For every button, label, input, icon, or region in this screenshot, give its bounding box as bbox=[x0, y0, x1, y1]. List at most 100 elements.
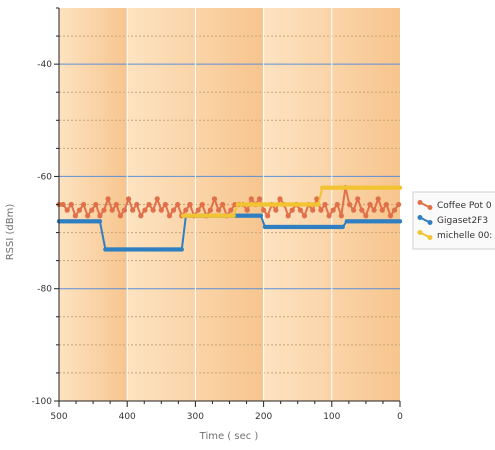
legend-icon-dot bbox=[427, 220, 433, 225]
data-point bbox=[322, 201, 328, 208]
x-axis-title: Time ( sec ) bbox=[199, 431, 259, 442]
data-point bbox=[261, 207, 267, 213]
data-point bbox=[334, 201, 340, 208]
data-point bbox=[195, 207, 201, 213]
data-point bbox=[273, 207, 279, 213]
y-tick-label: -40 bbox=[37, 60, 52, 70]
data-point bbox=[183, 207, 189, 213]
legend-icon-dot bbox=[417, 230, 423, 235]
x-tick-label: 300 bbox=[187, 412, 204, 422]
legend-trend-icon bbox=[417, 215, 433, 225]
data-point bbox=[146, 201, 152, 208]
y-axis-title: RSSI (dBm) bbox=[5, 204, 16, 261]
data-point bbox=[142, 207, 148, 213]
data-point bbox=[315, 202, 321, 207]
data-point bbox=[85, 213, 91, 219]
legend-label: michelle 00: bbox=[437, 231, 492, 241]
data-point bbox=[113, 201, 119, 208]
x-tick-label: 100 bbox=[323, 412, 340, 422]
data-point bbox=[80, 201, 87, 208]
legend-icon-dot bbox=[417, 215, 423, 220]
data-point bbox=[391, 207, 398, 213]
data-point bbox=[72, 213, 78, 219]
data-point bbox=[228, 207, 234, 213]
data-point bbox=[89, 207, 95, 213]
data-point bbox=[310, 207, 316, 213]
data-point bbox=[134, 201, 140, 208]
data-point bbox=[220, 201, 226, 208]
data-point bbox=[396, 201, 402, 208]
data-point bbox=[64, 207, 70, 213]
data-point bbox=[297, 207, 304, 213]
data-point bbox=[211, 196, 218, 202]
data-point bbox=[109, 207, 115, 213]
data-point bbox=[314, 196, 320, 202]
data-point bbox=[207, 207, 214, 213]
data-point bbox=[359, 207, 365, 213]
data-point bbox=[199, 201, 205, 208]
data-point bbox=[346, 201, 353, 208]
legend-icon-dot bbox=[417, 200, 423, 205]
data-point bbox=[244, 207, 250, 213]
data-point bbox=[158, 207, 164, 213]
x-tick-label: 0 bbox=[397, 412, 403, 422]
data-point bbox=[375, 196, 381, 202]
legend-label: Gigaset2F3 bbox=[437, 216, 488, 226]
data-point bbox=[301, 213, 308, 219]
data-point bbox=[387, 213, 394, 219]
data-point bbox=[383, 201, 389, 208]
data-point bbox=[215, 207, 222, 213]
data-point bbox=[93, 201, 99, 208]
legend-trend-icon bbox=[417, 200, 433, 210]
data-point bbox=[138, 213, 144, 219]
data-point bbox=[130, 207, 136, 213]
data-point bbox=[340, 224, 345, 230]
data-point bbox=[231, 213, 236, 218]
data-point bbox=[101, 207, 107, 213]
legend-icon-dot bbox=[427, 205, 433, 210]
data-point bbox=[351, 207, 357, 213]
axes: -40 -60 -80 -100 500 400 300 200 100 0 bbox=[32, 7, 403, 422]
data-point bbox=[363, 213, 369, 219]
legend-icon-dot bbox=[427, 235, 433, 240]
series-layer bbox=[56, 185, 403, 252]
data-point bbox=[355, 196, 361, 202]
data-point bbox=[289, 207, 295, 213]
data-point bbox=[121, 207, 128, 213]
legend-trend-icon bbox=[417, 230, 433, 240]
y-tick-label: -60 bbox=[37, 172, 52, 182]
data-point bbox=[379, 207, 385, 213]
y-tick-label: -100 bbox=[32, 397, 53, 407]
data-point bbox=[285, 213, 291, 219]
data-point bbox=[371, 207, 377, 213]
y-tick-label: -80 bbox=[37, 285, 52, 295]
data-point bbox=[367, 201, 373, 208]
data-point bbox=[248, 196, 254, 202]
data-point bbox=[187, 201, 193, 208]
data-point bbox=[265, 213, 271, 219]
data-point bbox=[397, 185, 403, 190]
data-point bbox=[162, 201, 168, 208]
x-tick-label: 500 bbox=[50, 412, 67, 422]
x-tick-label: 400 bbox=[119, 412, 136, 422]
data-point bbox=[154, 196, 160, 202]
data-point bbox=[179, 247, 184, 252]
data-point bbox=[175, 201, 181, 208]
data-point bbox=[105, 196, 111, 202]
data-point bbox=[68, 201, 74, 208]
data-point bbox=[256, 196, 263, 202]
data-point bbox=[318, 207, 324, 213]
x-tick-label: 200 bbox=[255, 412, 272, 422]
data-point bbox=[97, 213, 103, 219]
data-point bbox=[125, 196, 132, 202]
data-point bbox=[60, 201, 66, 208]
data-point bbox=[166, 213, 173, 219]
data-point bbox=[397, 219, 403, 224]
data-point bbox=[76, 207, 83, 213]
data-point bbox=[170, 207, 177, 213]
legend: Coffee Pot 0 Gigaset2F3 michelle 00: bbox=[412, 191, 495, 250]
data-point bbox=[150, 207, 156, 213]
grid-lines bbox=[59, 8, 400, 401]
